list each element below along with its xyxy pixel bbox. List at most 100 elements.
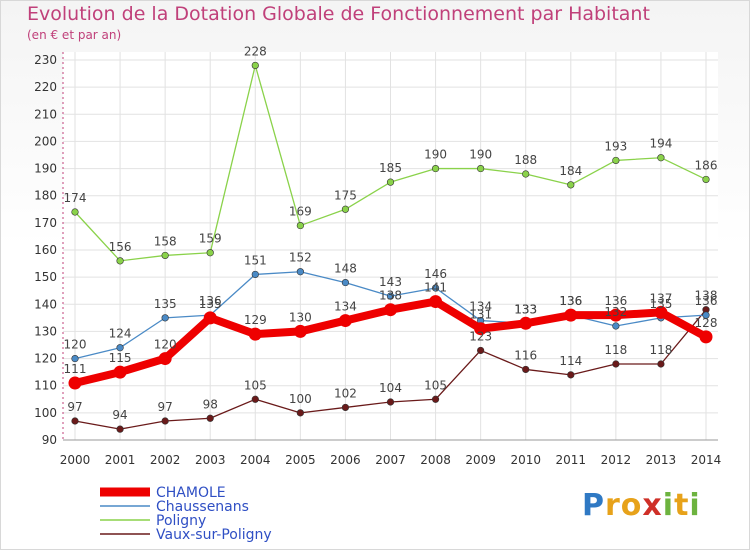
data-label: 184 [559, 164, 582, 178]
data-label: 136 [199, 294, 222, 308]
data-label: 97 [158, 400, 173, 414]
data-point-vaux-sur-poligny [477, 346, 485, 355]
data-point-vaux-sur-poligny [206, 414, 214, 422]
data-point-vaux-sur-poligny [251, 395, 259, 403]
data-label: 100 [289, 392, 312, 406]
data-point-vaux-sur-poligny [386, 398, 395, 406]
data-point-chamole [68, 376, 82, 390]
data-label: 105 [244, 378, 267, 392]
y-tick-label: 160 [34, 243, 57, 257]
legend-label: Chaussenans [156, 499, 249, 515]
data-label: 138 [695, 289, 718, 303]
data-label: 136 [695, 294, 718, 308]
x-tick-label: 2007 [375, 453, 406, 467]
data-point-vaux-sur-poligny [161, 417, 169, 425]
data-label: 105 [424, 378, 447, 392]
data-point-poligny [657, 154, 665, 162]
data-point-poligny [116, 257, 124, 265]
data-label: 124 [109, 327, 132, 341]
data-point-chamole [293, 324, 307, 338]
data-label: 151 [244, 253, 267, 267]
data-label: 159 [199, 232, 222, 246]
y-tick-label: 190 [34, 162, 57, 176]
data-point-vaux-sur-poligny [71, 417, 79, 425]
x-tick-label: 2003 [195, 453, 226, 467]
data-point-chamole [113, 365, 127, 379]
data-point-chamole [338, 314, 352, 328]
x-tick-label: 2001 [105, 453, 136, 467]
data-label: 98 [203, 397, 218, 411]
data-point-poligny [431, 164, 440, 173]
data-label: 137 [649, 291, 672, 305]
data-point-vaux-sur-poligny [567, 371, 575, 379]
data-point-chamole [654, 305, 668, 319]
data-point-poligny [522, 170, 530, 178]
data-point-chaussenans [431, 284, 440, 292]
data-point-chamole [384, 303, 397, 317]
data-label: 186 [695, 158, 718, 172]
data-label: 94 [112, 408, 127, 422]
x-tick-label: 2005 [285, 453, 316, 467]
data-label: 114 [559, 354, 582, 368]
data-point-chamole [699, 330, 713, 344]
data-label: 123 [469, 329, 492, 343]
data-label: 115 [109, 351, 132, 365]
data-point-chaussenans [341, 278, 350, 287]
data-point-poligny [71, 208, 79, 216]
data-label: 148 [334, 262, 357, 276]
y-tick-label: 100 [34, 406, 57, 420]
data-point-chaussenans [116, 344, 124, 352]
data-label: 188 [514, 153, 537, 167]
x-tick-label: 2002 [150, 453, 181, 467]
data-point-vaux-sur-poligny [116, 425, 124, 433]
y-tick-label: 220 [34, 80, 57, 94]
y-tick-label: 170 [34, 216, 57, 230]
x-tick-label: 2013 [646, 453, 677, 467]
data-label: 120 [154, 338, 177, 352]
data-point-poligny [251, 61, 259, 70]
data-point-chamole [203, 311, 217, 325]
data-point-chamole [564, 308, 578, 322]
data-point-vaux-sur-poligny [296, 409, 304, 417]
x-tick-label: 2009 [465, 453, 496, 467]
data-label: 133 [514, 302, 537, 316]
data-point-poligny [341, 205, 350, 213]
y-tick-label: 180 [34, 189, 57, 203]
y-tick-label: 230 [34, 53, 57, 67]
data-label: 104 [379, 381, 402, 395]
data-label: 130 [289, 310, 312, 324]
data-point-chaussenans [161, 314, 169, 322]
data-point-poligny [161, 251, 169, 260]
y-tick-label: 130 [34, 324, 57, 338]
y-tick-label: 210 [34, 107, 57, 121]
x-tick-label: 2011 [556, 453, 587, 467]
data-point-chaussenans [251, 270, 259, 279]
data-label: 136 [559, 294, 582, 308]
y-tick-label: 150 [34, 270, 57, 284]
data-point-chaussenans [612, 322, 620, 330]
data-label: 193 [604, 139, 627, 153]
data-label: 97 [67, 400, 82, 414]
data-label: 152 [289, 251, 312, 265]
data-point-poligny [477, 164, 485, 173]
x-tick-label: 2006 [330, 453, 361, 467]
data-point-vaux-sur-poligny [341, 403, 350, 412]
data-label: 111 [64, 362, 87, 376]
y-tick-label: 120 [34, 352, 57, 366]
data-point-poligny [567, 181, 575, 189]
data-point-poligny [702, 175, 710, 184]
data-label: 135 [154, 297, 177, 311]
data-label: 185 [379, 161, 402, 175]
data-label: 118 [649, 343, 672, 357]
data-label: 128 [695, 316, 718, 330]
data-point-chamole [158, 352, 172, 366]
data-point-vaux-sur-poligny [431, 395, 440, 403]
x-tick-label: 2010 [510, 453, 541, 467]
data-point-poligny [296, 221, 304, 230]
data-label: 143 [379, 275, 402, 289]
data-label: 116 [514, 348, 537, 362]
data-label: 132 [604, 305, 627, 319]
data-label: 146 [424, 267, 447, 281]
data-label: 169 [289, 205, 312, 219]
